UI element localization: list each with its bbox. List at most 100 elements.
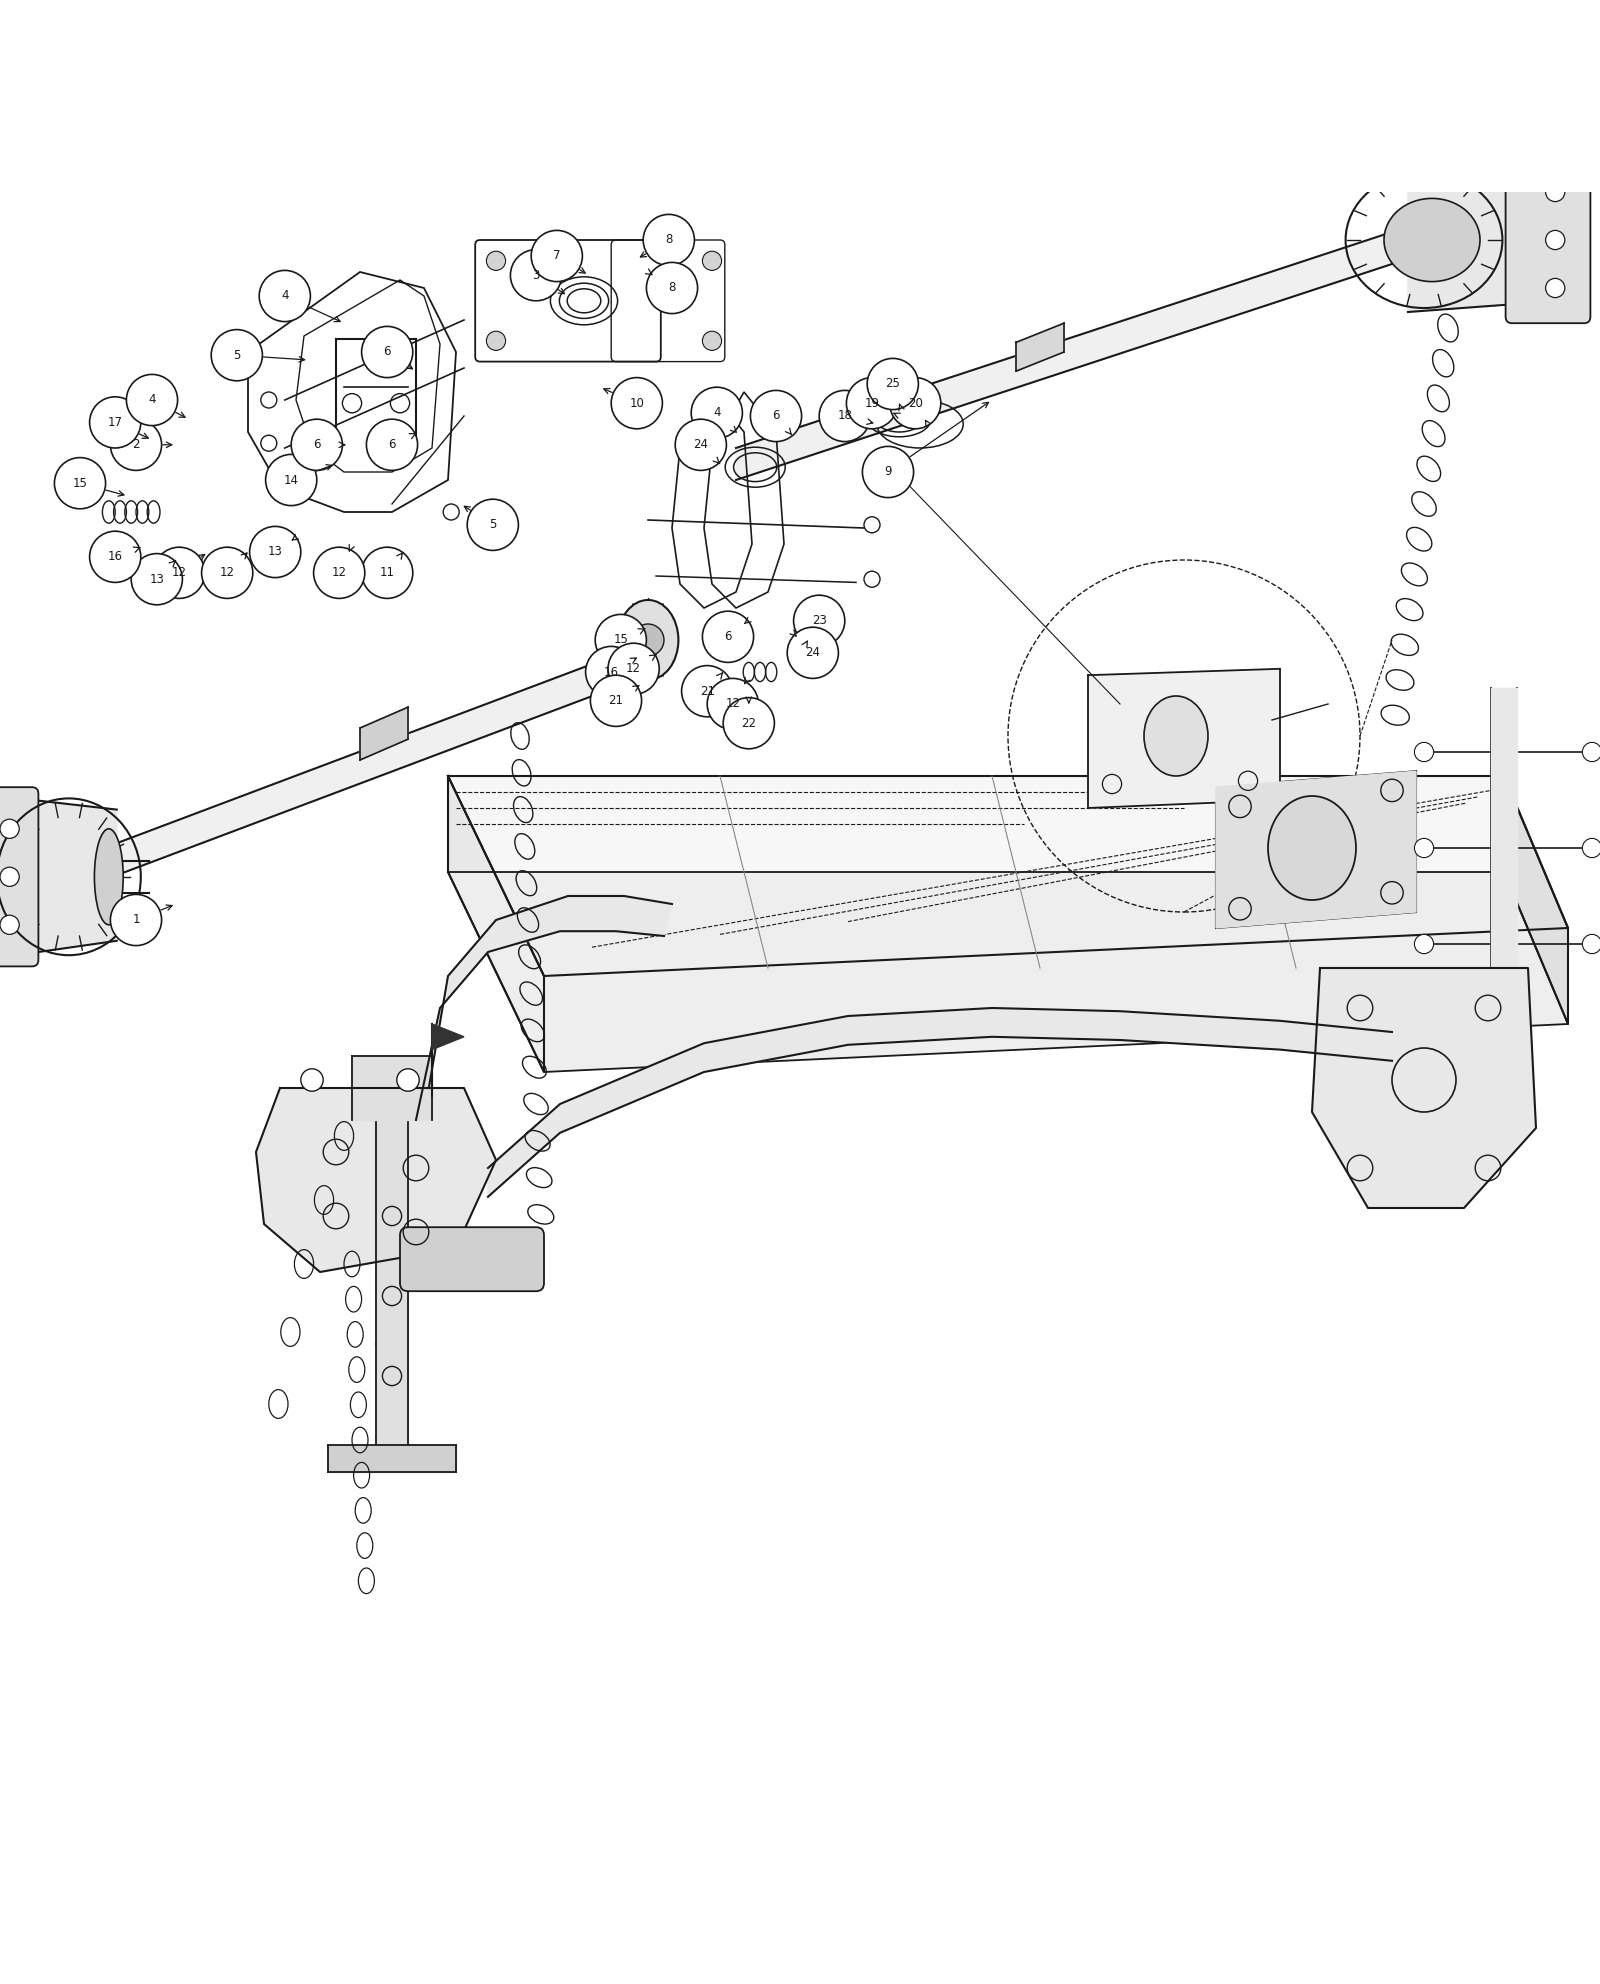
Polygon shape bbox=[416, 897, 672, 1121]
Circle shape bbox=[794, 595, 845, 647]
Circle shape bbox=[90, 532, 141, 583]
Circle shape bbox=[590, 675, 642, 726]
Text: 12: 12 bbox=[331, 565, 347, 579]
Text: 6: 6 bbox=[389, 438, 395, 450]
Text: 6: 6 bbox=[314, 438, 320, 450]
Circle shape bbox=[1582, 839, 1600, 857]
Circle shape bbox=[131, 554, 182, 605]
Text: 10: 10 bbox=[629, 397, 645, 411]
Text: 4: 4 bbox=[714, 407, 720, 419]
Ellipse shape bbox=[1144, 696, 1208, 776]
Text: 12: 12 bbox=[219, 565, 235, 579]
Circle shape bbox=[250, 526, 301, 577]
Polygon shape bbox=[256, 1087, 496, 1272]
Circle shape bbox=[1582, 934, 1600, 954]
Text: 6: 6 bbox=[384, 345, 390, 359]
Circle shape bbox=[211, 329, 262, 381]
Text: 13: 13 bbox=[149, 573, 165, 585]
Circle shape bbox=[611, 377, 662, 429]
FancyBboxPatch shape bbox=[400, 1228, 544, 1292]
Circle shape bbox=[723, 698, 774, 748]
Circle shape bbox=[1546, 183, 1565, 202]
Polygon shape bbox=[1312, 968, 1536, 1208]
Circle shape bbox=[646, 262, 698, 313]
Text: 6: 6 bbox=[725, 631, 731, 643]
Circle shape bbox=[702, 331, 722, 351]
Circle shape bbox=[819, 391, 870, 442]
Circle shape bbox=[154, 548, 205, 599]
Circle shape bbox=[1546, 278, 1565, 298]
Circle shape bbox=[90, 397, 141, 448]
Polygon shape bbox=[1016, 323, 1064, 371]
Polygon shape bbox=[488, 1008, 1392, 1196]
Text: 11: 11 bbox=[379, 565, 395, 579]
Polygon shape bbox=[104, 641, 656, 881]
Polygon shape bbox=[432, 1024, 464, 1050]
Text: 12: 12 bbox=[626, 663, 642, 675]
Circle shape bbox=[110, 895, 162, 946]
Circle shape bbox=[259, 270, 310, 321]
Circle shape bbox=[643, 214, 694, 266]
Ellipse shape bbox=[618, 599, 678, 681]
Circle shape bbox=[486, 252, 506, 270]
Circle shape bbox=[467, 500, 518, 550]
Polygon shape bbox=[448, 776, 1568, 976]
Polygon shape bbox=[328, 1444, 456, 1472]
Circle shape bbox=[864, 571, 880, 587]
Polygon shape bbox=[1408, 169, 1560, 311]
Circle shape bbox=[890, 377, 941, 429]
Text: 16: 16 bbox=[603, 665, 619, 679]
Circle shape bbox=[314, 548, 365, 599]
Text: 4: 4 bbox=[282, 290, 288, 302]
Text: 15: 15 bbox=[72, 476, 88, 490]
Text: 21: 21 bbox=[608, 694, 624, 708]
Circle shape bbox=[1582, 742, 1600, 762]
Circle shape bbox=[1546, 230, 1565, 250]
Text: 16: 16 bbox=[107, 550, 123, 563]
Text: 24: 24 bbox=[693, 438, 709, 450]
Circle shape bbox=[486, 331, 506, 351]
Polygon shape bbox=[352, 1055, 432, 1121]
Circle shape bbox=[397, 1069, 419, 1091]
Text: 22: 22 bbox=[741, 716, 757, 730]
Text: 20: 20 bbox=[907, 397, 923, 411]
Polygon shape bbox=[1088, 669, 1280, 807]
Text: 12: 12 bbox=[171, 565, 187, 579]
Circle shape bbox=[675, 419, 726, 470]
Circle shape bbox=[632, 625, 664, 657]
Polygon shape bbox=[1216, 772, 1416, 929]
Text: 1: 1 bbox=[133, 913, 139, 927]
FancyBboxPatch shape bbox=[1506, 157, 1590, 323]
Circle shape bbox=[531, 230, 582, 282]
Polygon shape bbox=[360, 706, 408, 760]
Text: 8: 8 bbox=[666, 234, 672, 246]
Circle shape bbox=[261, 434, 277, 450]
Circle shape bbox=[0, 867, 19, 887]
Circle shape bbox=[702, 252, 722, 270]
Text: 2: 2 bbox=[133, 438, 139, 450]
Text: 18: 18 bbox=[837, 409, 853, 423]
Circle shape bbox=[1414, 742, 1434, 762]
Text: 14: 14 bbox=[283, 474, 299, 486]
Circle shape bbox=[867, 359, 918, 409]
Circle shape bbox=[862, 446, 914, 498]
Text: 19: 19 bbox=[864, 397, 880, 411]
Circle shape bbox=[362, 548, 413, 599]
Circle shape bbox=[864, 516, 880, 534]
Circle shape bbox=[682, 665, 733, 716]
Polygon shape bbox=[1491, 688, 1517, 1008]
Circle shape bbox=[510, 250, 562, 302]
Circle shape bbox=[0, 819, 19, 839]
Circle shape bbox=[707, 679, 758, 730]
Text: 15: 15 bbox=[613, 633, 629, 647]
Polygon shape bbox=[376, 1121, 408, 1448]
Text: 9: 9 bbox=[885, 466, 891, 478]
Text: 8: 8 bbox=[669, 282, 675, 294]
Circle shape bbox=[595, 615, 646, 665]
Text: 17: 17 bbox=[107, 417, 123, 429]
Circle shape bbox=[846, 377, 898, 429]
Polygon shape bbox=[736, 232, 1392, 480]
Circle shape bbox=[301, 1069, 323, 1091]
Circle shape bbox=[586, 647, 637, 698]
Ellipse shape bbox=[1384, 198, 1480, 282]
